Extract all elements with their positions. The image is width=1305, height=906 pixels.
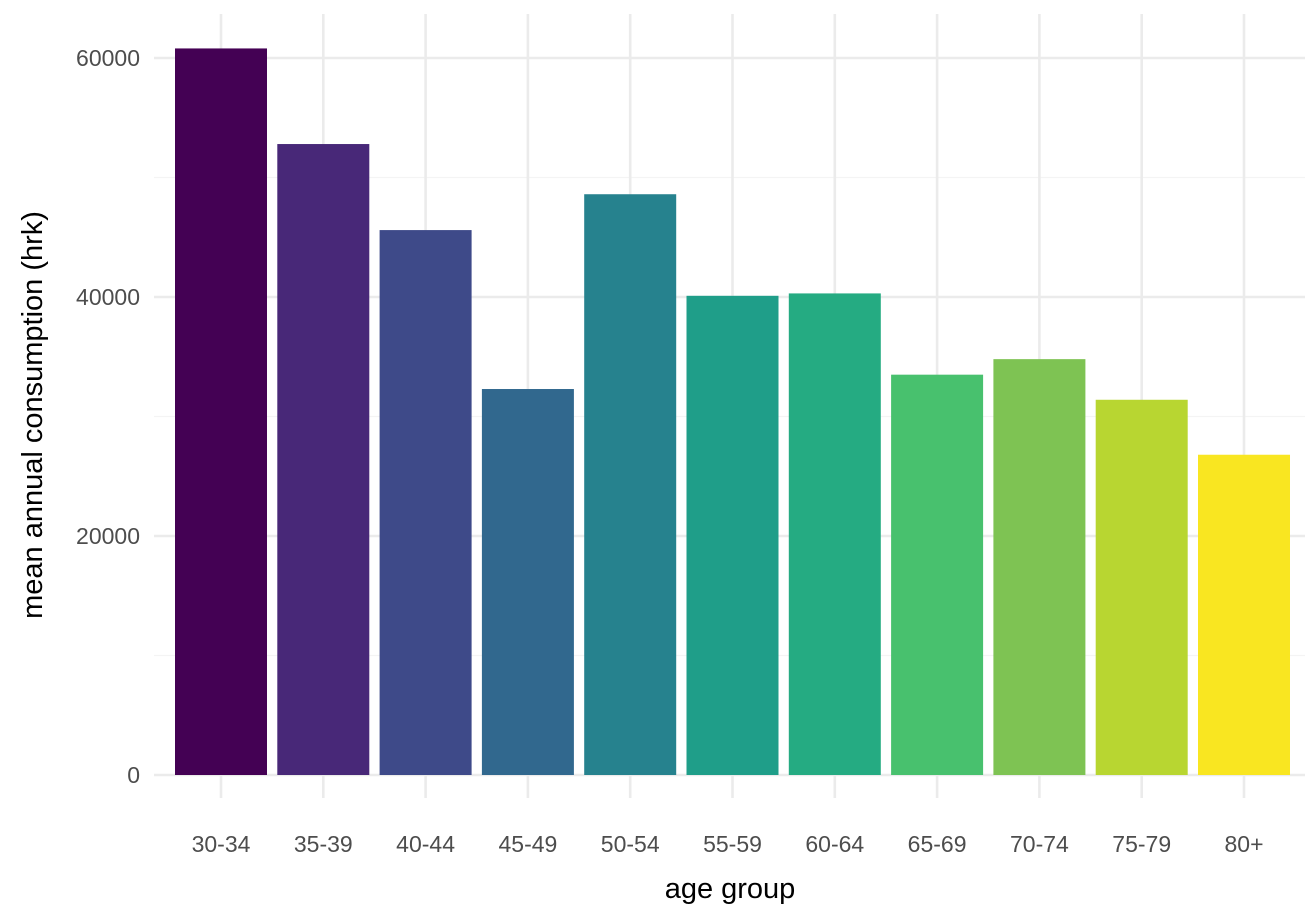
- y-tick-label: 20000: [76, 523, 140, 549]
- bar-80+: [1198, 455, 1290, 775]
- bar-70-74: [993, 359, 1085, 775]
- x-tick-label: 75-79: [1112, 831, 1171, 857]
- bar-45-49: [482, 389, 574, 775]
- bar-55-59: [687, 296, 779, 775]
- x-tick-label: 65-69: [908, 831, 967, 857]
- bar-30-34: [175, 48, 267, 775]
- x-tick-label: 45-49: [498, 831, 557, 857]
- bar-40-44: [380, 230, 472, 775]
- x-tick-label: 60-64: [805, 831, 864, 857]
- bar-35-39: [277, 144, 369, 775]
- y-tick-label: 60000: [76, 45, 140, 71]
- x-tick-label: 70-74: [1010, 831, 1069, 857]
- x-tick-label: 55-59: [703, 831, 762, 857]
- x-tick-label: 35-39: [294, 831, 353, 857]
- x-axis-tick-labels: 30-34 35-39 40-44 45-49 50-54 55-59 60-64 65-69…: [192, 831, 1264, 857]
- x-tick-label: 50-54: [601, 831, 660, 857]
- y-axis-tick-labels: 0 20000 40000 60000: [76, 45, 140, 788]
- bar-75-79: [1096, 400, 1188, 775]
- x-tick-label: 40-44: [396, 831, 455, 857]
- bar-60-64: [789, 293, 881, 775]
- x-axis-title: age group: [665, 873, 796, 905]
- x-tick-label: 80+: [1224, 831, 1263, 857]
- bar-65-69: [891, 375, 983, 775]
- x-tick-label: 30-34: [192, 831, 251, 857]
- y-tick-label: 0: [127, 762, 140, 788]
- bar-50-54: [584, 194, 676, 775]
- y-axis-title: mean annual consumption (hrk): [17, 211, 49, 619]
- y-tick-label: 40000: [76, 284, 140, 310]
